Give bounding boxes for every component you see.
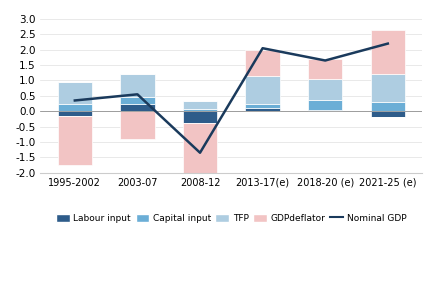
- Bar: [308, 100, 342, 110]
- Bar: [246, 104, 280, 108]
- Bar: [120, 111, 155, 139]
- Bar: [371, 30, 405, 74]
- Bar: [308, 59, 342, 79]
- Bar: [246, 76, 280, 104]
- Bar: [371, 74, 405, 102]
- Legend: Labour input, Capital input, TFP, GDPdeflator, Nominal GDP: Labour input, Capital input, TFP, GDPdef…: [53, 210, 410, 227]
- Bar: [120, 97, 155, 105]
- Bar: [58, 116, 92, 165]
- Bar: [183, 109, 217, 111]
- Bar: [246, 50, 280, 76]
- Bar: [183, 111, 217, 123]
- Bar: [371, 102, 405, 111]
- Bar: [371, 111, 405, 117]
- Bar: [120, 105, 155, 111]
- Bar: [183, 101, 217, 109]
- Bar: [308, 110, 342, 111]
- Bar: [120, 74, 155, 97]
- Bar: [58, 104, 92, 111]
- Bar: [308, 79, 342, 100]
- Bar: [58, 82, 92, 104]
- Bar: [183, 123, 217, 178]
- Bar: [246, 108, 280, 111]
- Bar: [58, 111, 92, 116]
